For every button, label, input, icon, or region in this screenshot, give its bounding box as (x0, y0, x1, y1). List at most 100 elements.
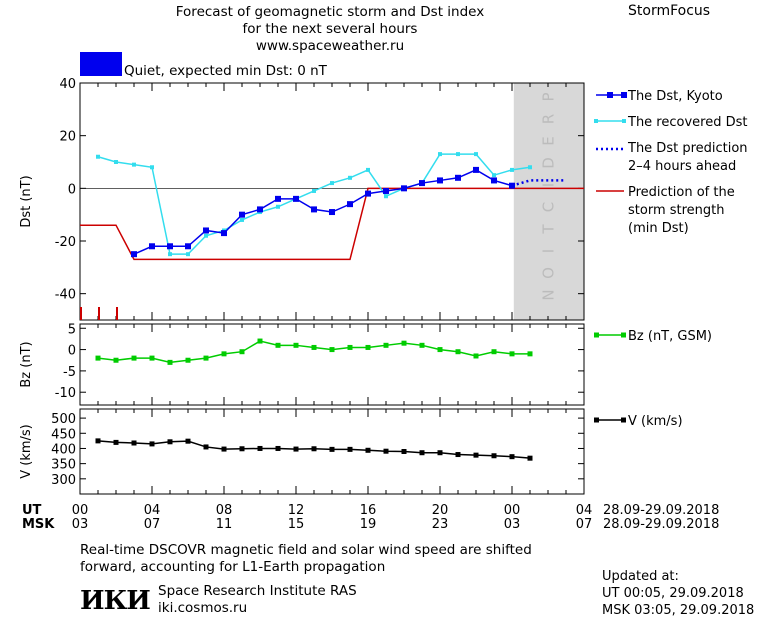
recovered-dst-point (186, 252, 190, 257)
prediction-band (513, 83, 584, 320)
ut-tick-label: 04 (576, 503, 593, 518)
velocity-point (509, 454, 515, 460)
recovered-dst-point (366, 167, 370, 172)
msk-tick-label: 23 (432, 517, 449, 532)
kyoto-dst-point (131, 251, 137, 258)
dst-y-axis-label: Dst (nT) (19, 175, 34, 227)
updated-ut-time: UT 00:05, 29.09.2018 (602, 586, 744, 601)
bz-point (275, 342, 281, 348)
velocity-point (329, 446, 335, 452)
prediction-band-letter: N (539, 289, 557, 300)
ut-axis-label: UT (22, 503, 42, 518)
bz-ytick-label: 0 (68, 344, 76, 359)
velocity-point (275, 445, 281, 451)
dst-ytick-label: -40 (55, 288, 76, 303)
velocity-point (167, 439, 173, 445)
legend-kyoto-marker (607, 92, 613, 98)
velocity-point (527, 455, 533, 461)
prediction-band-letter: C (539, 202, 557, 212)
velocity-point (347, 446, 353, 452)
legend-recovered-label: The recovered Dst (627, 115, 747, 130)
velocity-point (365, 447, 371, 453)
bz-panel-frame (79, 323, 585, 406)
chart-title: Forecast of geomagnetic storm and Dst in… (140, 4, 520, 55)
msk-date-range: 28.09-29.09.2018 (603, 517, 719, 532)
ut-tick-label: 00 (504, 503, 521, 518)
bz-point (437, 347, 443, 353)
recovered-dst-point (474, 152, 478, 157)
kyoto-dst-point (149, 243, 155, 250)
dst-ytick-label: 40 (59, 77, 76, 92)
ut-tick-label: 08 (216, 503, 233, 518)
velocity-ytick-label: 300 (51, 473, 76, 488)
footer-note-line-2: forward, accounting for L1-Earth propaga… (80, 559, 386, 575)
msk-axis-label: MSK (22, 517, 55, 532)
legend-storm-label: Prediction of the (628, 185, 735, 200)
recovered-dst-point (96, 154, 100, 159)
velocity-ytick-label: 400 (51, 442, 76, 457)
recovered-dst-point (204, 233, 208, 238)
kyoto-dst-point (311, 206, 317, 213)
prediction-band-letter: E (539, 136, 557, 145)
recovered-dst-point (492, 173, 496, 178)
kyoto-dst-point (275, 195, 281, 202)
brand-name: StormFocus (628, 3, 711, 19)
recovered-dst-point (330, 181, 334, 186)
ut-tick-label: 20 (432, 503, 449, 518)
msk-tick-label: 15 (288, 517, 305, 532)
velocity-point (437, 450, 443, 456)
recovered-dst-point (384, 194, 388, 199)
velocity-point (473, 452, 479, 458)
kyoto-dst-point (239, 211, 245, 218)
bz-point (311, 344, 317, 350)
iki-logo: ИКИ (80, 586, 151, 616)
prediction-band-letter: I (539, 249, 557, 253)
prediction-band-letter: I (539, 183, 557, 187)
bz-point (239, 349, 245, 355)
msk-tick-label: 11 (216, 517, 233, 532)
institute-url[interactable]: iki.cosmos.ru (158, 600, 248, 616)
kyoto-dst-line (133, 169, 513, 255)
bz-point (347, 344, 353, 350)
bz-point (473, 353, 479, 359)
kyoto-dst-point (455, 174, 461, 181)
storm-strength-line (80, 187, 584, 261)
recovered-dst-point (114, 160, 118, 164)
bz-point (185, 357, 191, 363)
kyoto-dst-point (437, 177, 443, 184)
bz-point (509, 351, 515, 357)
kyoto-dst-point (167, 243, 173, 250)
bz-point (149, 355, 155, 361)
velocity-point (383, 448, 389, 454)
velocity-point (113, 439, 119, 445)
legend-bz-marker (594, 332, 599, 338)
legend-velocity-label: V (km/s) (628, 414, 683, 429)
bz-point (131, 355, 137, 361)
bz-point (383, 342, 389, 348)
velocity-point (257, 445, 263, 451)
prediction-band-letter: P (539, 92, 557, 101)
recovered-dst-point (348, 175, 352, 180)
bz-point (365, 344, 371, 350)
velocity-point (401, 449, 407, 454)
recovered-dst-point (528, 165, 532, 170)
bz-point (221, 351, 227, 357)
legend-prediction-label: 2–4 hours ahead (628, 159, 736, 174)
velocity-point (95, 438, 101, 444)
bz-ytick-label: -5 (63, 365, 76, 380)
legend-storm-label: (min Dst) (628, 221, 689, 236)
velocity-point (293, 446, 299, 452)
legend-storm-label: storm strength (628, 203, 725, 218)
bz-point (455, 349, 461, 355)
bz-y-axis-label: Bz (nT) (19, 341, 34, 387)
velocity-point (185, 438, 191, 444)
legend-bz-label: Bz (nT, GSM) (628, 329, 712, 344)
kyoto-dst-point (347, 201, 353, 208)
velocity-point (491, 453, 497, 459)
bz-point (293, 342, 299, 348)
dst-ytick-label: -20 (55, 235, 76, 250)
dst-ytick-label: 20 (59, 130, 76, 145)
velocity-point (203, 444, 209, 450)
institute-name: Space Research Institute RAS (158, 583, 357, 599)
legend-kyoto-marker (621, 92, 627, 98)
